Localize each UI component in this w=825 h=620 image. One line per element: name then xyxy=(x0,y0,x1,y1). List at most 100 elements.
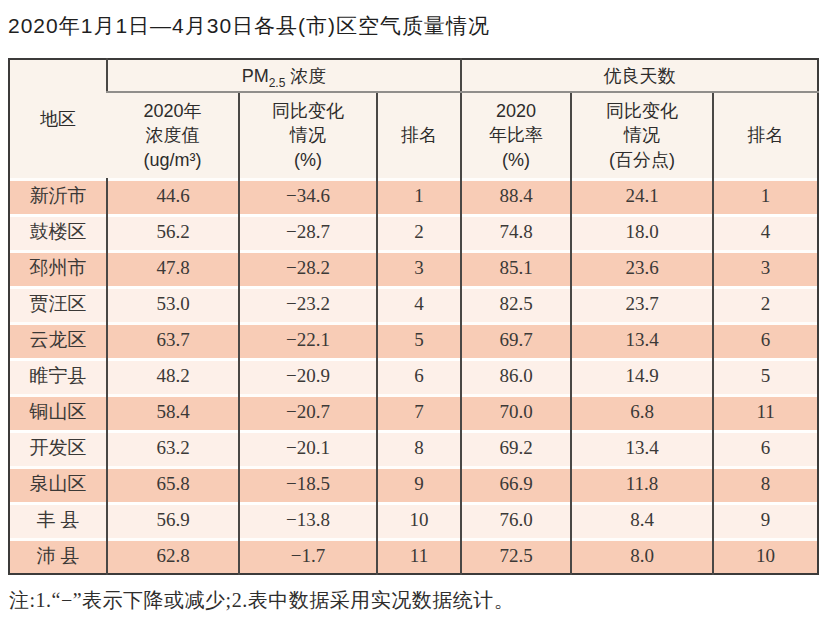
cell-good-change: 13.4 xyxy=(571,430,713,466)
header-good-rate: 2020 年比率 (%) xyxy=(461,92,571,178)
cell-good-change: 6.8 xyxy=(571,394,713,430)
table-row: 铜山区 58.4 −20.7 7 70.0 6.8 11 xyxy=(9,394,818,430)
cell-pm-change: −28.7 xyxy=(239,214,377,250)
cell-good-change: 11.8 xyxy=(571,466,713,502)
cell-pm-change: −20.9 xyxy=(239,358,377,394)
cell-good-rank: 2 xyxy=(713,286,818,322)
cell-good-rate: 69.2 xyxy=(461,430,571,466)
cell-pm-change: −20.7 xyxy=(239,394,377,430)
cell-pm-value: 56.9 xyxy=(107,502,239,538)
table-row: 邳州市 47.8 −28.2 3 85.1 23.6 3 xyxy=(9,250,818,286)
cell-region: 沛 县 xyxy=(9,538,107,574)
table-row: 丰 县 56.9 −13.8 10 76.0 8.4 9 xyxy=(9,502,818,538)
cell-good-rank: 6 xyxy=(713,322,818,358)
cell-good-change: 23.7 xyxy=(571,286,713,322)
cell-pm-value: 58.4 xyxy=(107,394,239,430)
cell-good-rate: 69.7 xyxy=(461,322,571,358)
cell-good-rank: 10 xyxy=(713,538,818,574)
cell-pm-value: 48.2 xyxy=(107,358,239,394)
cell-region: 新沂市 xyxy=(9,178,107,214)
cell-pm-value: 63.2 xyxy=(107,430,239,466)
header-region: 地区 xyxy=(9,59,107,178)
page: 2020年1月1日—4月30日各县(市)区空气质量情况 地区 PM2.5 浓度 … xyxy=(0,0,825,620)
table-row: 睢宁县 48.2 −20.9 6 86.0 14.9 5 xyxy=(9,358,818,394)
cell-pm-value: 65.8 xyxy=(107,466,239,502)
cell-good-change: 14.9 xyxy=(571,358,713,394)
cell-pm-change: −13.8 xyxy=(239,502,377,538)
pm-label-rest: 浓度 xyxy=(285,66,326,86)
cell-good-change: 13.4 xyxy=(571,322,713,358)
cell-good-rank: 11 xyxy=(713,394,818,430)
cell-good-rank: 3 xyxy=(713,250,818,286)
table-row: 泉山区 65.8 −18.5 9 66.9 11.8 8 xyxy=(9,466,818,502)
cell-pm-change: −20.1 xyxy=(239,430,377,466)
footnote: 注:1.“−”表示下降或减少;2.表中数据采用实况数据统计。 xyxy=(9,587,817,614)
pm-label-subscript: 2.5 xyxy=(269,75,286,89)
table-row: 新沂市 44.6 −34.6 1 88.4 24.1 1 xyxy=(9,178,818,214)
header-pm-value: 2020年 浓度值 (ug/m³) xyxy=(107,92,239,178)
cell-good-rate: 76.0 xyxy=(461,502,571,538)
table-row: 云龙区 63.7 −22.1 5 69.7 13.4 6 xyxy=(9,322,818,358)
cell-good-rank: 8 xyxy=(713,466,818,502)
header-group-pm25: PM2.5 浓度 xyxy=(107,59,461,92)
cell-good-rate: 82.5 xyxy=(461,286,571,322)
cell-pm-change: −28.2 xyxy=(239,250,377,286)
cell-region: 泉山区 xyxy=(9,466,107,502)
table-row: 开发区 63.2 −20.1 8 69.2 13.4 6 xyxy=(9,430,818,466)
cell-good-change: 18.0 xyxy=(571,214,713,250)
header-pm-change: 同比变化 情况 (%) xyxy=(239,92,377,178)
cell-region: 丰 县 xyxy=(9,502,107,538)
air-quality-table: 地区 PM2.5 浓度 优良天数 2020年 浓度值 (ug/m³) 同比变化 … xyxy=(8,58,819,575)
cell-pm-rank: 10 xyxy=(377,502,461,538)
cell-pm-rank: 7 xyxy=(377,394,461,430)
cell-good-rate: 70.0 xyxy=(461,394,571,430)
cell-good-rate: 74.8 xyxy=(461,214,571,250)
cell-pm-value: 53.0 xyxy=(107,286,239,322)
cell-good-change: 8.4 xyxy=(571,502,713,538)
table-body: 新沂市 44.6 −34.6 1 88.4 24.1 1 鼓楼区 56.2 −2… xyxy=(9,178,818,574)
cell-region: 云龙区 xyxy=(9,322,107,358)
cell-region: 铜山区 xyxy=(9,394,107,430)
cell-pm-change: −34.6 xyxy=(239,178,377,214)
cell-good-rank: 6 xyxy=(713,430,818,466)
header-good-rank: 排名 xyxy=(713,92,818,178)
cell-region: 开发区 xyxy=(9,430,107,466)
page-title: 2020年1月1日—4月30日各县(市)区空气质量情况 xyxy=(8,12,817,40)
cell-region: 睢宁县 xyxy=(9,358,107,394)
cell-region: 鼓楼区 xyxy=(9,214,107,250)
header-group-good-days: 优良天数 xyxy=(461,59,818,92)
table-header: 地区 PM2.5 浓度 优良天数 2020年 浓度值 (ug/m³) 同比变化 … xyxy=(9,59,818,178)
cell-pm-value: 62.8 xyxy=(107,538,239,574)
header-good-change: 同比变化 情况 (百分点) xyxy=(571,92,713,178)
cell-pm-rank: 9 xyxy=(377,466,461,502)
cell-pm-value: 47.8 xyxy=(107,250,239,286)
cell-pm-rank: 4 xyxy=(377,286,461,322)
cell-good-change: 24.1 xyxy=(571,178,713,214)
cell-region: 贾汪区 xyxy=(9,286,107,322)
cell-pm-rank: 5 xyxy=(377,322,461,358)
cell-pm-rank: 3 xyxy=(377,250,461,286)
cell-good-rank: 5 xyxy=(713,358,818,394)
cell-good-rate: 66.9 xyxy=(461,466,571,502)
cell-pm-rank: 1 xyxy=(377,178,461,214)
header-pm-rank: 排名 xyxy=(377,92,461,178)
cell-good-rate: 85.1 xyxy=(461,250,571,286)
cell-pm-change: −1.7 xyxy=(239,538,377,574)
cell-pm-rank: 8 xyxy=(377,430,461,466)
cell-pm-change: −23.2 xyxy=(239,286,377,322)
table-row: 贾汪区 53.0 −23.2 4 82.5 23.7 2 xyxy=(9,286,818,322)
cell-pm-change: −18.5 xyxy=(239,466,377,502)
cell-pm-value: 44.6 xyxy=(107,178,239,214)
pm-label-main: PM xyxy=(242,66,269,86)
cell-pm-rank: 2 xyxy=(377,214,461,250)
cell-good-change: 8.0 xyxy=(571,538,713,574)
cell-good-rank: 9 xyxy=(713,502,818,538)
header-group-row: 地区 PM2.5 浓度 优良天数 xyxy=(9,59,818,92)
cell-good-rank: 4 xyxy=(713,214,818,250)
table-row: 沛 县 62.8 −1.7 11 72.5 8.0 10 xyxy=(9,538,818,574)
cell-good-rate: 86.0 xyxy=(461,358,571,394)
cell-pm-change: −22.1 xyxy=(239,322,377,358)
cell-pm-value: 63.7 xyxy=(107,322,239,358)
cell-pm-value: 56.2 xyxy=(107,214,239,250)
cell-pm-rank: 11 xyxy=(377,538,461,574)
